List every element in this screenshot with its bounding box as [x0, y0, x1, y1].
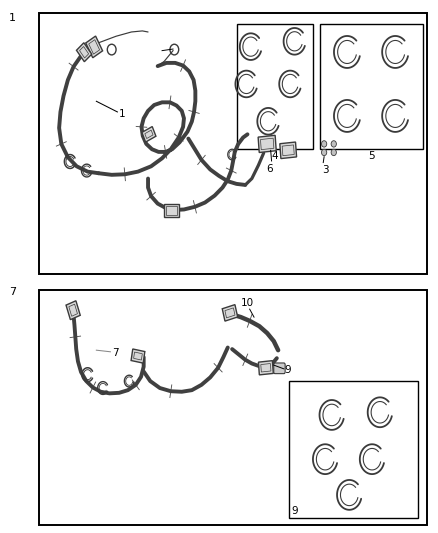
FancyBboxPatch shape — [66, 301, 80, 320]
FancyBboxPatch shape — [142, 126, 156, 142]
Circle shape — [331, 141, 336, 147]
Bar — [237, 24, 313, 149]
FancyBboxPatch shape — [131, 349, 145, 363]
FancyBboxPatch shape — [258, 361, 273, 375]
Bar — [39, 13, 427, 274]
FancyBboxPatch shape — [274, 363, 285, 374]
Text: 9: 9 — [291, 506, 298, 516]
Text: 6: 6 — [266, 164, 273, 174]
Text: 3: 3 — [321, 165, 328, 175]
Circle shape — [321, 149, 327, 156]
Text: 7: 7 — [113, 348, 119, 358]
FancyBboxPatch shape — [222, 305, 238, 321]
Text: 10: 10 — [241, 297, 254, 308]
FancyBboxPatch shape — [258, 135, 276, 152]
Text: 1: 1 — [9, 13, 16, 23]
Text: 5: 5 — [368, 151, 374, 161]
Text: 9: 9 — [285, 366, 291, 375]
FancyBboxPatch shape — [280, 142, 297, 159]
FancyBboxPatch shape — [164, 204, 179, 217]
FancyBboxPatch shape — [86, 36, 102, 58]
Bar — [289, 381, 418, 518]
Bar — [320, 24, 423, 149]
Bar — [39, 290, 427, 525]
Text: 7: 7 — [9, 287, 16, 297]
Circle shape — [321, 141, 327, 147]
Circle shape — [331, 149, 336, 156]
Text: 4: 4 — [272, 151, 278, 161]
FancyBboxPatch shape — [77, 43, 92, 62]
Text: 1: 1 — [119, 109, 126, 118]
